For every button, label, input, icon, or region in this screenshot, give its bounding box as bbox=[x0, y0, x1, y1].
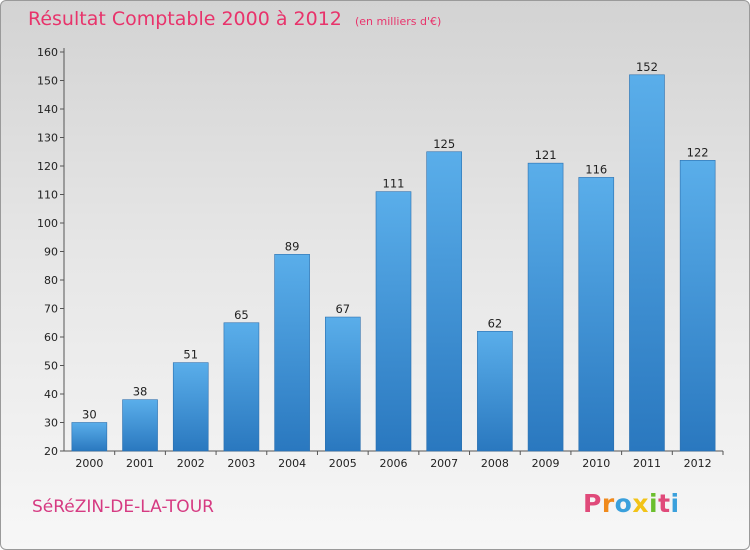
bar-value-label: 125 bbox=[433, 137, 455, 151]
chart-title: Résultat Comptable 2000 à 2012 bbox=[28, 8, 342, 30]
bar-value-label: 122 bbox=[687, 145, 709, 159]
y-tick-label: 40 bbox=[44, 388, 58, 401]
x-tick-label: 2004 bbox=[278, 457, 306, 470]
bar bbox=[679, 160, 716, 452]
bar bbox=[578, 177, 615, 452]
y-tick-label: 70 bbox=[44, 303, 58, 316]
y-tick-label: 140 bbox=[37, 103, 58, 116]
bar bbox=[71, 422, 108, 452]
bar bbox=[122, 399, 158, 452]
x-tick-label: 2009 bbox=[532, 457, 560, 470]
town-name: SéRéZIN-DE-LA-TOUR bbox=[32, 497, 214, 517]
x-tick-label: 2012 bbox=[684, 457, 712, 470]
bar-value-label: 121 bbox=[535, 148, 557, 162]
bars-group: 30 38 51 65 89 67 111 125 62 121 116 152 122 bbox=[71, 60, 716, 452]
x-tick-label: 2001 bbox=[126, 457, 154, 470]
bar bbox=[426, 151, 462, 452]
y-tick-label: 60 bbox=[44, 331, 58, 344]
bar-value-label: 152 bbox=[636, 60, 658, 74]
logo-letter: P bbox=[583, 489, 602, 518]
y-tick-label: 80 bbox=[44, 274, 58, 287]
bar bbox=[375, 191, 412, 452]
y-tick-label: 120 bbox=[37, 160, 58, 173]
x-tick-label: 2003 bbox=[227, 457, 255, 470]
y-tick-label: 110 bbox=[37, 189, 58, 202]
logo-letter: t bbox=[658, 489, 671, 518]
bar bbox=[223, 322, 260, 452]
logo-letter: i bbox=[649, 489, 659, 518]
x-tick-label: 2006 bbox=[380, 457, 408, 470]
bar-value-label: 65 bbox=[234, 308, 249, 322]
bar bbox=[325, 316, 361, 452]
bar-value-label: 111 bbox=[383, 177, 405, 191]
bar-value-label: 116 bbox=[585, 162, 607, 176]
y-tick-label: 150 bbox=[37, 75, 58, 88]
bar bbox=[274, 254, 310, 452]
logo-letter: r bbox=[601, 489, 615, 518]
bar-value-label: 62 bbox=[488, 316, 503, 330]
y-tick-label: 50 bbox=[44, 360, 58, 373]
bar-value-label: 67 bbox=[335, 302, 350, 316]
chart-subtitle: (en milliers d'€) bbox=[354, 15, 442, 28]
logo-letter: x bbox=[632, 489, 649, 518]
y-tick-label: 160 bbox=[37, 46, 58, 59]
x-tick-label: 2000 bbox=[75, 457, 103, 470]
x-tick-label: 2011 bbox=[633, 457, 661, 470]
bar-value-label: 51 bbox=[183, 348, 198, 362]
x-tick-label: 2005 bbox=[329, 457, 357, 470]
proxiti-logo: Proxiti bbox=[583, 489, 680, 518]
y-tick-label: 20 bbox=[44, 445, 58, 458]
bar bbox=[172, 362, 209, 452]
bar-value-label: 30 bbox=[82, 408, 97, 422]
title-line: Résultat Comptable 2000 à 2012 (en milli… bbox=[28, 8, 441, 30]
y-tick-label: 30 bbox=[44, 417, 58, 430]
x-tick-label: 2010 bbox=[582, 457, 610, 470]
logo-letter: o bbox=[614, 489, 633, 518]
bar bbox=[527, 162, 564, 452]
y-tick-label: 90 bbox=[44, 246, 58, 259]
y-tick-label: 130 bbox=[37, 132, 58, 145]
y-tick-label: 100 bbox=[37, 217, 58, 230]
x-tick-label: 2002 bbox=[177, 457, 205, 470]
x-tick-label: 2007 bbox=[430, 457, 458, 470]
bar-value-label: 89 bbox=[285, 239, 300, 253]
logo-letter: i bbox=[670, 489, 680, 518]
bar bbox=[477, 330, 513, 452]
bar-value-label: 38 bbox=[133, 385, 148, 399]
bar bbox=[629, 74, 665, 452]
x-tick-label: 2008 bbox=[481, 457, 509, 470]
